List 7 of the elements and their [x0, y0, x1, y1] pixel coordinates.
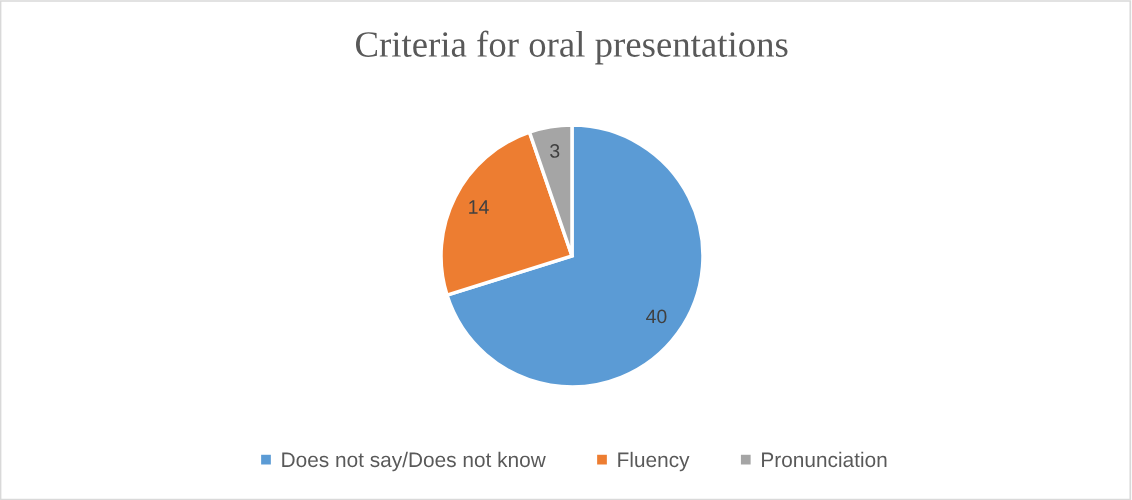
data-label: 3 [550, 144, 560, 158]
data-label: 14 [469, 200, 489, 214]
chart-title: Criteria for oral presentations [355, 30, 788, 65]
legend-label: Does not say/Does not know [282, 451, 546, 472]
data-label: 40 [646, 309, 667, 324]
legend-label: Pronunciation [762, 451, 887, 468]
legend-label: Fluency [618, 451, 690, 472]
